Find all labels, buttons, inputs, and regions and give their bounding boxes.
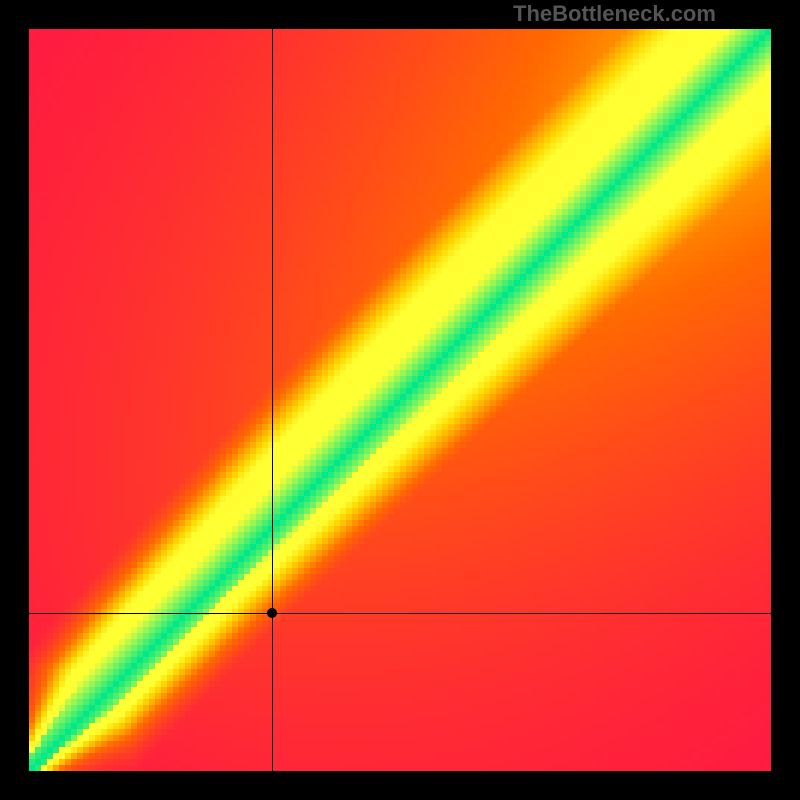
attribution-label: TheBottleneck.com [513, 1, 716, 27]
chart-container: TheBottleneck.com [0, 0, 800, 800]
bottleneck-heatmap-canvas [0, 0, 800, 800]
